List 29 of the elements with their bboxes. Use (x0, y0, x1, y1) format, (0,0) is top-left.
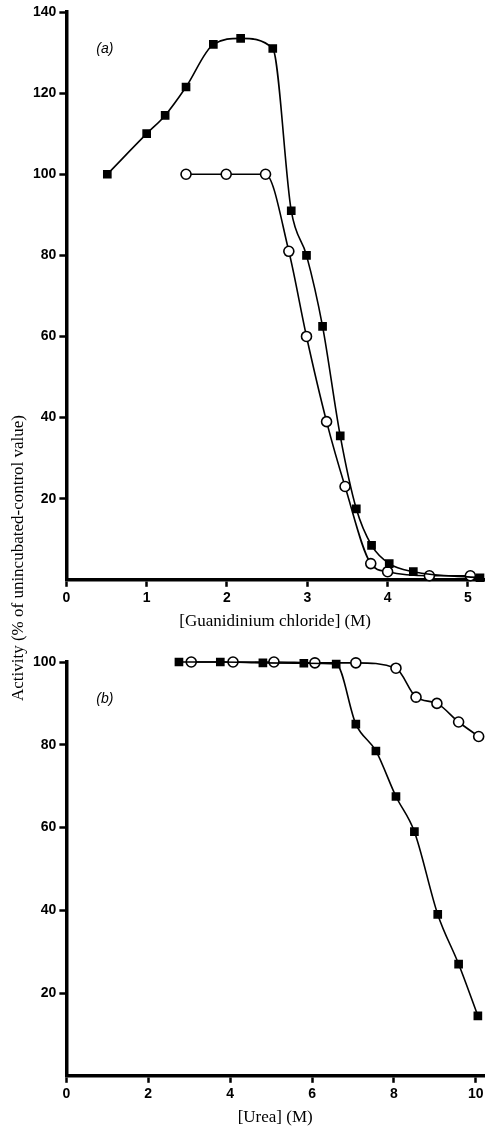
annotation: (b) (96, 689, 114, 706)
x-axis-title: [Guanidinium chloride] (M) (179, 611, 372, 631)
y-tick-label: 60 (40, 327, 57, 344)
x-tick-label: 3 (303, 589, 312, 606)
x-tick-label: 6 (308, 1085, 317, 1102)
y-tick-label: 80 (40, 735, 57, 752)
x-tick-label: 2 (144, 1085, 153, 1102)
y-tick-label: 120 (33, 83, 57, 100)
x-tick-label: 4 (383, 589, 392, 606)
y-tick-label: 40 (40, 901, 57, 918)
y-tick-label: 100 (33, 165, 57, 182)
x-tick-label: 0 (62, 1085, 71, 1102)
y-tick-label: 80 (40, 246, 57, 263)
y-tick-label: 20 (40, 489, 57, 506)
x-tick-label: 8 (390, 1085, 399, 1102)
x-tick-label: 1 (142, 589, 151, 606)
x-axis-title: [Urea] (M) (237, 1107, 313, 1127)
y-tick-label: 140 (33, 2, 57, 19)
y-tick-label: 40 (40, 408, 57, 425)
x-tick-label: 10 (468, 1085, 484, 1102)
x-tick-label: 5 (464, 589, 473, 606)
y-axis-title: Activity (% of unincubated-control value) (8, 413, 28, 704)
y-tick-label: 60 (40, 818, 57, 835)
annotation: (a) (96, 39, 114, 56)
x-tick-label: 0 (62, 589, 71, 606)
x-tick-label: 2 (223, 589, 232, 606)
x-tick-label: 4 (226, 1085, 235, 1102)
y-tick-label: 100 (33, 652, 57, 669)
y-tick-label: 20 (40, 983, 57, 1000)
